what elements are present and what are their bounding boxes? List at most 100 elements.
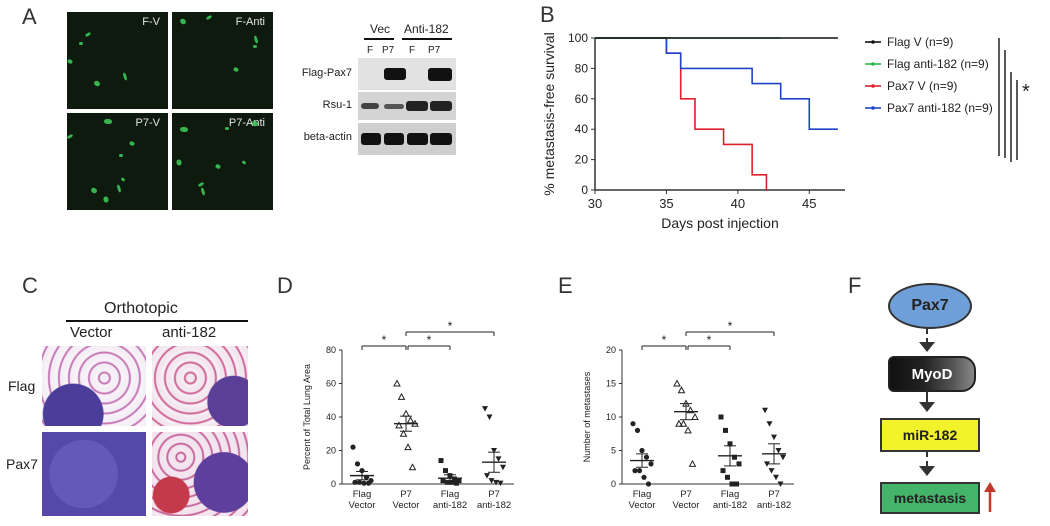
y-axis-label: Number of metastases bbox=[582, 371, 592, 462]
blot-band bbox=[430, 133, 452, 145]
survival-chart: 0 20 40 60 80 100 30 35 40 45 Days post injection%… bbox=[541, 31, 1030, 231]
blot-band bbox=[430, 101, 452, 111]
panel-letter-a: A bbox=[22, 4, 37, 29]
data-point bbox=[729, 481, 735, 487]
flow-arrow-head-icon bbox=[919, 402, 935, 412]
data-point bbox=[725, 474, 730, 480]
y-tick-label: 40 bbox=[326, 412, 336, 422]
data-point bbox=[777, 481, 784, 487]
blot-lane-label: F bbox=[409, 45, 416, 56]
data-point bbox=[361, 480, 367, 486]
fluorescence-image-f-v: F-V bbox=[67, 12, 168, 109]
blot-lane-label: P7 bbox=[428, 45, 441, 56]
data-point bbox=[482, 406, 488, 412]
y-tick-label: 80 bbox=[326, 345, 336, 355]
data-point bbox=[636, 468, 643, 474]
fluorescent-cell bbox=[225, 127, 229, 130]
fluorescent-cell bbox=[205, 14, 213, 21]
data-point bbox=[350, 444, 356, 450]
y-tick-label: 0 bbox=[331, 479, 336, 489]
y-tick-label: 0 bbox=[611, 479, 616, 489]
category-label: P7 bbox=[400, 489, 412, 500]
category-label: anti-182 bbox=[713, 500, 747, 511]
blot-band bbox=[384, 104, 404, 109]
blot-group-anti-182: Anti-182 bbox=[404, 22, 449, 36]
histology-column-label: anti-182 bbox=[162, 324, 217, 341]
fluorescent-cell bbox=[253, 35, 259, 44]
flow-arrow-shaft bbox=[926, 451, 930, 467]
data-point bbox=[648, 461, 654, 467]
blot-band bbox=[384, 68, 406, 80]
blot-band bbox=[361, 133, 381, 145]
data-point bbox=[762, 407, 768, 414]
data-point bbox=[486, 414, 493, 420]
fluorescent-cell bbox=[119, 154, 123, 157]
category-label: anti-182 bbox=[433, 500, 467, 511]
fluorescent-cell bbox=[214, 163, 222, 170]
flow-arrow-shaft bbox=[926, 328, 930, 344]
flow-arrow-head-icon bbox=[919, 466, 935, 476]
blot-lane-label: F bbox=[367, 45, 374, 56]
histology-title-underline bbox=[66, 320, 248, 322]
blot-row-label: Rsu-1 bbox=[322, 99, 352, 111]
data-point bbox=[734, 481, 739, 487]
data-point bbox=[688, 459, 697, 467]
category-label: Flag bbox=[353, 489, 371, 500]
y-tick-label: 20 bbox=[575, 153, 589, 167]
data-point bbox=[438, 458, 444, 464]
blot-row-label: beta-actin bbox=[303, 131, 352, 143]
blot-group-underline bbox=[364, 38, 394, 40]
fluorescence-image-label: F-V bbox=[142, 16, 160, 28]
fluorescent-cell bbox=[241, 160, 247, 165]
y-tick-label: 60 bbox=[326, 379, 336, 389]
histology-column-label: Vector bbox=[70, 324, 113, 341]
legend-label: Flag anti-182 (n=9) bbox=[887, 57, 989, 71]
blot-group-vec: Vec bbox=[370, 22, 391, 36]
fluorescence-image-p7-v: P7-V bbox=[67, 113, 168, 210]
x-axis-label: Days post injection bbox=[661, 215, 779, 231]
data-point bbox=[766, 421, 773, 427]
legend-marker bbox=[871, 40, 875, 44]
panel-letter-d: D bbox=[277, 273, 293, 298]
fluorescent-cell bbox=[179, 126, 189, 133]
blot-band bbox=[428, 68, 452, 81]
fluorescence-image-label: P7-Anti bbox=[228, 117, 265, 129]
up-arrow-icon bbox=[984, 482, 996, 512]
fluorescent-cell bbox=[232, 66, 240, 73]
data-point bbox=[452, 476, 457, 482]
fluorescent-cell bbox=[116, 184, 122, 193]
data-point bbox=[691, 412, 699, 420]
legend-label: Pax7 V (n=9) bbox=[887, 79, 957, 93]
survival-line bbox=[595, 37, 838, 130]
y-axis-label: % metastasis-free survival bbox=[541, 32, 557, 195]
data-point bbox=[491, 448, 497, 454]
y-tick-label: 10 bbox=[606, 412, 616, 422]
data-point bbox=[440, 478, 446, 484]
data-point bbox=[643, 454, 650, 460]
flow-arrow-shaft bbox=[926, 391, 928, 403]
data-point bbox=[443, 468, 448, 474]
fluorescence-image-p7-anti: P7-Anti bbox=[172, 113, 273, 210]
panel-letter-e: E bbox=[558, 273, 573, 298]
data-point bbox=[723, 427, 728, 433]
data-point bbox=[500, 464, 506, 471]
blot-band bbox=[361, 103, 379, 109]
data-point bbox=[679, 419, 688, 427]
flow-node-metastasis: metastasis bbox=[880, 482, 980, 514]
fluorescent-cell bbox=[122, 72, 128, 81]
flow-arrow-head-icon bbox=[919, 342, 935, 352]
data-point bbox=[645, 481, 652, 487]
category-label: Flag bbox=[633, 489, 651, 500]
data-point bbox=[402, 409, 410, 417]
y-tick-label: 60 bbox=[575, 92, 589, 106]
data-point bbox=[449, 479, 455, 485]
histology-image-pax7-vector bbox=[42, 432, 146, 516]
fluorescent-cell bbox=[175, 159, 183, 166]
category-label: P7 bbox=[680, 489, 692, 500]
panel-letter-c: C bbox=[22, 273, 38, 298]
category-label: Flag bbox=[441, 489, 459, 500]
data-point bbox=[399, 429, 408, 437]
fluorescence-image-label: P7-V bbox=[135, 117, 160, 129]
histology-title: Orthotopic bbox=[104, 300, 178, 317]
